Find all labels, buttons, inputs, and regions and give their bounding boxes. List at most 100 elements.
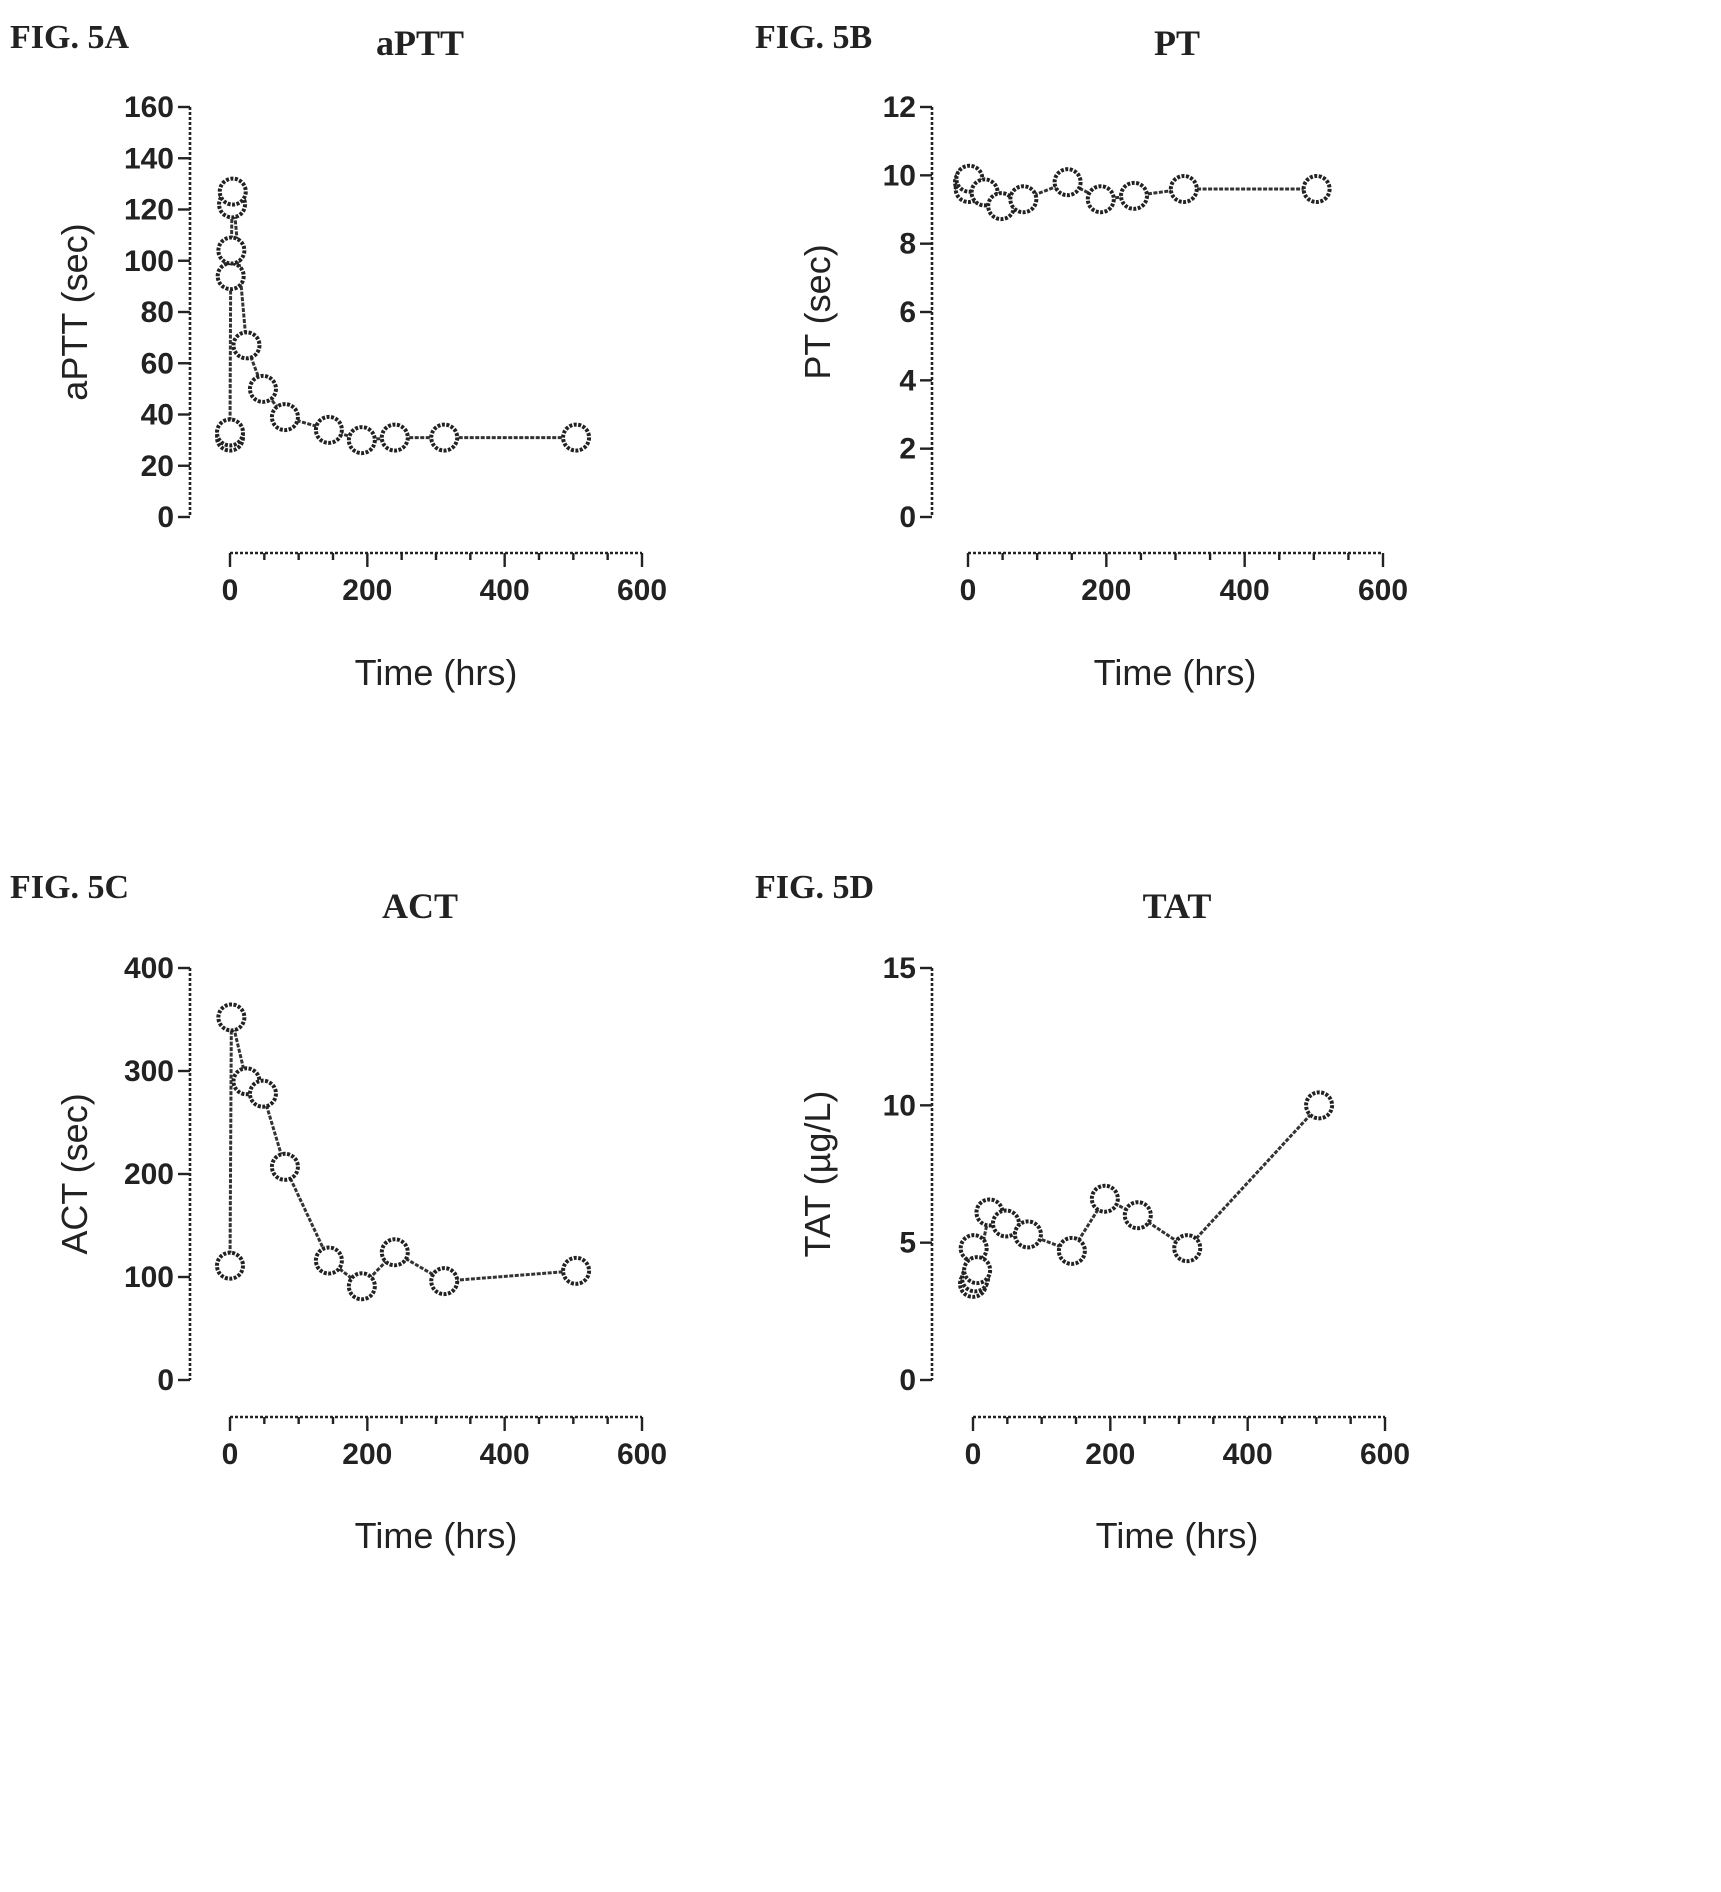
- y-axis-title: TAT (µg/L): [797, 1091, 838, 1258]
- y-tick-label: 160: [124, 91, 174, 124]
- figure-label: FIG. 5B: [755, 19, 872, 56]
- data-point: [429, 422, 460, 453]
- y-tick-label: 80: [141, 296, 174, 329]
- y-tick-label: 120: [124, 194, 174, 227]
- y-tick-label: 200: [124, 1158, 174, 1191]
- chart-title: PT: [1154, 23, 1200, 63]
- data-point: [1012, 1219, 1043, 1250]
- y-axis-title: ACT (sec): [54, 1093, 95, 1254]
- y-tick-label: 300: [124, 1055, 174, 1088]
- panel-5d: FIG. 5D TAT Time (hrs) TAT (µg/L) 0 5 10 15…: [755, 869, 1410, 1556]
- data-point: [313, 414, 344, 445]
- data-point: [962, 1255, 993, 1286]
- series-line: [228, 191, 577, 442]
- y-tick-label: 10: [883, 159, 916, 192]
- x-tick-label: 600: [617, 1438, 667, 1471]
- x-axis-title: Time (hrs): [355, 652, 518, 693]
- y-tick-label: 0: [157, 501, 174, 534]
- data-point: [313, 1245, 344, 1276]
- data-point: [1056, 1235, 1087, 1266]
- figure-label: FIG. 5A: [10, 19, 129, 56]
- data-point: [1301, 174, 1332, 204]
- data-point: [1089, 1183, 1120, 1214]
- x-tick-label: 0: [222, 1438, 239, 1471]
- x-tick-label: 0: [960, 574, 977, 607]
- y-axis-title: PT (sec): [797, 244, 838, 379]
- figure-label: FIG. 5D: [755, 869, 874, 906]
- data-point: [379, 422, 410, 453]
- y-tick-label: 0: [899, 1364, 916, 1397]
- y-tick-label: 0: [157, 1364, 174, 1397]
- x-tick-label: 600: [617, 574, 667, 607]
- y-tick-label: 140: [124, 142, 174, 175]
- data-point: [561, 422, 592, 453]
- data-point: [247, 1078, 278, 1109]
- chart-title: TAT: [1143, 886, 1212, 926]
- y-tick-label: 12: [883, 91, 916, 124]
- data-point: [1122, 1200, 1153, 1231]
- data-point: [561, 1255, 592, 1286]
- data-point: [1168, 174, 1199, 204]
- x-tick-label: 400: [480, 574, 530, 607]
- data-point: [247, 373, 278, 404]
- x-axis-title: Time (hrs): [1096, 1515, 1259, 1556]
- y-tick-label: 4: [899, 364, 916, 397]
- series-line: [971, 1104, 1321, 1284]
- y-tick-label: 100: [124, 245, 174, 278]
- data-point: [217, 176, 248, 207]
- x-tick-label: 600: [1358, 574, 1408, 607]
- data-point: [1052, 167, 1083, 198]
- data-point: [1172, 1233, 1203, 1264]
- y-tick-label: 2: [899, 433, 916, 466]
- data-point: [379, 1237, 410, 1268]
- data-marks: [958, 1090, 1335, 1299]
- data-marks: [953, 163, 1332, 222]
- series-line: [228, 1017, 577, 1289]
- y-tick-label: 8: [899, 228, 916, 261]
- data-point: [215, 417, 245, 448]
- axes: 0 20 40 60 80 100 120 140 160 0 200 400 600: [124, 91, 667, 607]
- axes: 0 2 4 6 8 10 12 0 200 400 600: [883, 91, 1408, 607]
- data-point: [1085, 184, 1116, 215]
- x-tick-label: 600: [1360, 1438, 1410, 1471]
- y-tick-label: 6: [899, 296, 916, 329]
- x-tick-label: 0: [222, 574, 239, 607]
- panel-5c: FIG. 5C ACT Time (hrs) ACT (sec) 0 100 200…: [10, 869, 667, 1556]
- chart-title: ACT: [382, 886, 458, 926]
- chart-title: aPTT: [376, 23, 464, 63]
- panel-5b: FIG. 5B PT Time (hrs) PT (sec) 0 2 4 6 8 10 12…: [755, 19, 1408, 693]
- x-tick-label: 0: [965, 1438, 982, 1471]
- y-tick-label: 40: [141, 399, 174, 432]
- data-point: [1008, 184, 1039, 215]
- x-tick-label: 200: [342, 1438, 392, 1471]
- x-tick-label: 400: [480, 1438, 530, 1471]
- y-tick-label: 20: [141, 450, 174, 483]
- data-marks: [215, 176, 592, 456]
- x-tick-label: 400: [1220, 574, 1270, 607]
- y-tick-label: 0: [899, 501, 916, 534]
- y-tick-label: 100: [124, 1261, 174, 1294]
- panel-5a: FIG. 5A aPTT Time (hrs) aPTT (sec) 0 20 40…: [10, 19, 667, 693]
- y-tick-label: 15: [883, 952, 916, 985]
- x-tick-label: 200: [1085, 1438, 1135, 1471]
- x-tick-label: 200: [342, 574, 392, 607]
- data-point: [346, 1271, 377, 1302]
- x-tick-label: 200: [1081, 574, 1131, 607]
- y-tick-label: 10: [883, 1089, 916, 1122]
- axes: 0 100 200 300 400 0 200 400 600: [124, 952, 667, 1471]
- data-point: [1119, 180, 1149, 211]
- figure-label: FIG. 5C: [10, 869, 129, 906]
- y-tick-label: 60: [141, 347, 174, 380]
- data-point: [216, 235, 247, 266]
- y-axis-title: aPTT (sec): [54, 223, 95, 400]
- data-point: [346, 425, 377, 456]
- data-point: [231, 330, 262, 361]
- data-point: [269, 1151, 300, 1182]
- y-tick-label: 400: [124, 952, 174, 985]
- data-point: [429, 1266, 460, 1297]
- data-point: [269, 402, 300, 433]
- data-point: [215, 1250, 245, 1281]
- data-point: [958, 1233, 989, 1264]
- axes: 0 5 10 15 0 200 400 600: [883, 952, 1410, 1471]
